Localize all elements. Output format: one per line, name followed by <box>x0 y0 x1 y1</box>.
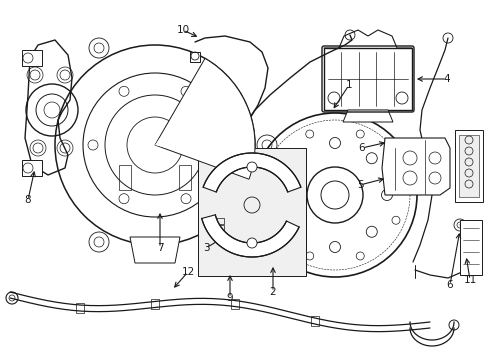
Text: 3: 3 <box>202 243 209 253</box>
Bar <box>216 218 224 224</box>
Polygon shape <box>190 52 200 62</box>
Text: 9: 9 <box>226 293 233 303</box>
Bar <box>216 232 224 238</box>
Bar <box>198 148 305 276</box>
Text: 4: 4 <box>443 74 449 84</box>
Polygon shape <box>22 50 42 66</box>
Polygon shape <box>459 220 481 275</box>
Circle shape <box>246 162 257 172</box>
Polygon shape <box>151 300 159 310</box>
Polygon shape <box>342 110 392 122</box>
Circle shape <box>264 200 271 208</box>
Polygon shape <box>130 237 180 263</box>
Polygon shape <box>203 153 300 192</box>
Text: 6: 6 <box>446 280 452 290</box>
Wedge shape <box>155 86 226 164</box>
Bar <box>229 190 305 266</box>
Text: 11: 11 <box>463 275 476 285</box>
Circle shape <box>246 238 257 248</box>
Polygon shape <box>324 48 411 110</box>
Polygon shape <box>202 215 299 257</box>
Bar <box>216 225 224 231</box>
Text: 10: 10 <box>176 25 189 35</box>
Polygon shape <box>310 316 318 326</box>
Polygon shape <box>76 303 84 313</box>
Wedge shape <box>155 58 254 179</box>
Bar <box>179 165 191 190</box>
Text: 2: 2 <box>269 287 276 297</box>
Text: 1: 1 <box>345 80 351 90</box>
Circle shape <box>249 243 257 251</box>
Text: 12: 12 <box>181 267 194 277</box>
Text: 5: 5 <box>356 180 363 190</box>
Text: 7: 7 <box>156 243 163 253</box>
Polygon shape <box>458 135 478 197</box>
Circle shape <box>286 217 294 225</box>
Polygon shape <box>454 130 482 202</box>
Text: 8: 8 <box>24 195 31 205</box>
Circle shape <box>278 243 285 251</box>
Polygon shape <box>22 160 42 176</box>
Polygon shape <box>230 298 239 309</box>
Circle shape <box>241 217 249 225</box>
Polygon shape <box>381 138 449 195</box>
Text: 6: 6 <box>358 143 365 153</box>
Bar <box>119 165 131 190</box>
